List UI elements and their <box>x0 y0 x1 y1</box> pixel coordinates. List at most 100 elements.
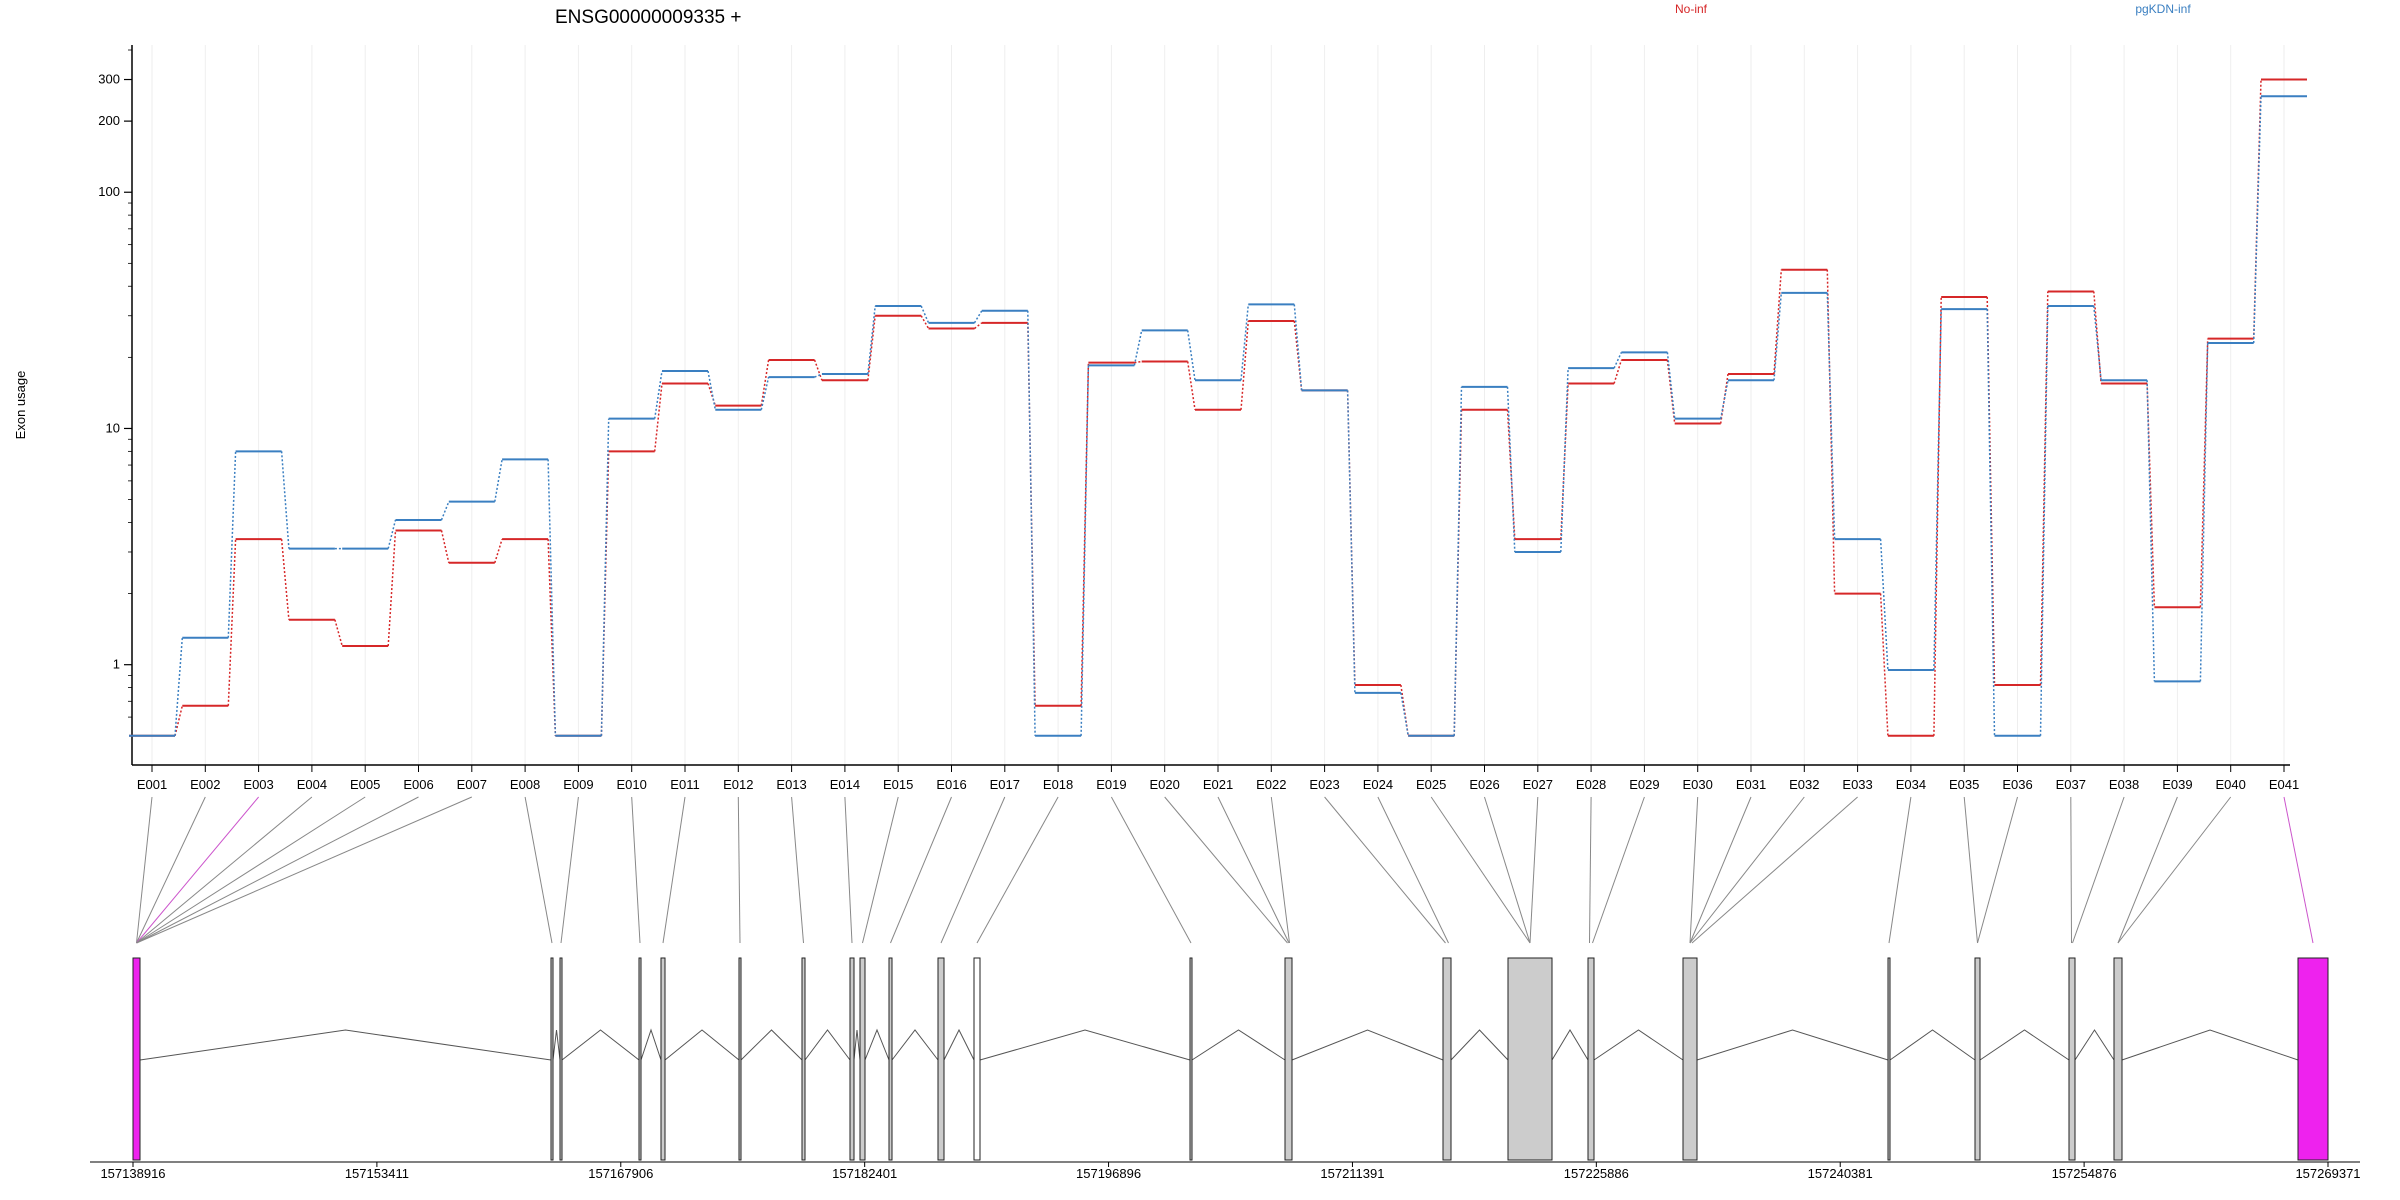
exon-block <box>973 957 981 1161</box>
exon-step-connector <box>653 383 663 452</box>
intron-line <box>1450 1029 1509 1061</box>
exon-step-connector <box>1773 269 1783 375</box>
exon-step-connector <box>1080 362 1090 706</box>
exon-block <box>738 957 742 1161</box>
exon-block <box>849 957 855 1161</box>
x-tick-label-e018: E018 <box>1043 777 1073 792</box>
intron-line <box>552 1029 561 1061</box>
exon-block <box>1682 957 1698 1161</box>
exon-step-connector <box>280 451 290 549</box>
x-tick-label-e020: E020 <box>1150 777 1180 792</box>
x-tick-label-e034: E034 <box>1896 777 1926 792</box>
exon-step-connector <box>707 370 717 410</box>
exon-step-connector <box>280 539 290 620</box>
x-tick-label-e003: E003 <box>243 777 273 792</box>
y-ticks: 1 10 100 200 300 <box>98 49 132 718</box>
connector-e001 <box>136 796 153 944</box>
coordinate-label: 157254876 <box>2052 1166 2117 1181</box>
exon-block <box>2113 957 2123 1161</box>
exon-block <box>2297 957 2329 1161</box>
x-tick-label-e005: E005 <box>350 777 380 792</box>
x-tick-label-e027: E027 <box>1523 777 1553 792</box>
connector-e002 <box>136 796 206 944</box>
exon-step-connector <box>334 619 343 647</box>
coordinate-label: 157182401 <box>832 1166 897 1181</box>
exon-step-connector <box>440 501 450 521</box>
exon-block <box>132 957 141 1161</box>
coordinate-label: 157225886 <box>1564 1166 1629 1181</box>
exon-step-connector <box>2146 380 2156 682</box>
intron-line <box>139 1029 552 1061</box>
connector-e012 <box>737 796 741 944</box>
x-tick-label-e009: E009 <box>563 777 593 792</box>
intron-line <box>1191 1029 1286 1061</box>
coordinate-label: 157138916 <box>100 1166 165 1181</box>
connector-e018 <box>976 796 1059 944</box>
x-tick-label-e030: E030 <box>1683 777 1713 792</box>
intron-line <box>640 1028 662 1061</box>
exon-step-connector <box>867 315 876 381</box>
exon-block <box>559 957 563 1161</box>
exon-step-connector <box>227 451 237 638</box>
coordinate-label: 157196896 <box>1076 1166 1141 1181</box>
x-tick-label-e033: E033 <box>1842 777 1872 792</box>
x-tick-label-e013: E013 <box>776 777 806 792</box>
grid-lines <box>151 45 2285 765</box>
x-tick-label-e021: E021 <box>1203 777 1233 792</box>
x-tick-label-e001: E001 <box>137 777 167 792</box>
exon-step-connector <box>1613 352 1623 369</box>
connector-e040 <box>2117 796 2232 944</box>
x-ticks: E001 E002 E003 E004 E005 E006 E007 E008 E009 E010… <box>137 765 2299 792</box>
exon-step-connector <box>1133 330 1143 366</box>
exon-step-connector <box>1186 361 1196 410</box>
connector-e029 <box>1592 796 1645 944</box>
connector-e030 <box>1689 796 1699 944</box>
exon-step-connector <box>547 539 557 736</box>
intron-line <box>1551 1029 1589 1061</box>
exon-step-connector <box>174 637 184 736</box>
intron-line <box>804 1029 851 1061</box>
x-tick-label-e014: E014 <box>830 777 860 792</box>
coordinate-label: 157153411 <box>345 1166 409 1181</box>
x-tick-label-e038: E038 <box>2109 777 2139 792</box>
coordinate-label: 157269371 <box>2295 1166 2360 1181</box>
intron-line <box>2121 1029 2299 1061</box>
intron-line <box>891 1029 939 1061</box>
exon-step-connector <box>920 315 930 329</box>
intron-line <box>1291 1029 1444 1061</box>
x-tick-label-e025: E025 <box>1416 777 1446 792</box>
x-tick-label-e026: E026 <box>1469 777 1499 792</box>
x-tick-label-e012: E012 <box>723 777 753 792</box>
exon-step-connector <box>227 539 237 706</box>
exon-block <box>859 957 866 1161</box>
intron-line <box>1979 1029 2070 1061</box>
exon-block <box>1974 957 1981 1161</box>
exon-step-connector <box>2093 291 2102 384</box>
intron-line <box>943 1028 975 1061</box>
exon-block <box>801 957 806 1161</box>
series-lines <box>129 78 2307 737</box>
y-tick-label: 1 <box>113 657 120 672</box>
connector-e003 <box>136 796 259 944</box>
exon-step-connector <box>2199 338 2209 608</box>
exon-step-connector <box>1346 390 1356 693</box>
exon-step-connector <box>1933 297 1942 736</box>
connector-e033 <box>1691 796 1858 944</box>
connector-e023 <box>1324 796 1446 944</box>
exon-block <box>1442 957 1452 1161</box>
exon-step-connector <box>1080 365 1090 736</box>
connector-e007 <box>136 796 472 944</box>
intron-line <box>864 1028 890 1061</box>
connector-e041 <box>2283 796 2314 944</box>
intron-line <box>561 1029 640 1061</box>
intron-line <box>1696 1029 1889 1061</box>
exon-step-connector <box>1986 309 1996 736</box>
exon-step-connector <box>760 359 770 406</box>
connector-e006 <box>136 796 419 944</box>
y-axis-label: Exon usage <box>13 371 28 440</box>
series-pgkdn-inf <box>129 95 2307 737</box>
connector-e031 <box>1689 796 1752 944</box>
gene-model <box>132 957 2329 1161</box>
connector-e008 <box>524 796 553 944</box>
x-tick-label-e037: E037 <box>2056 777 2086 792</box>
